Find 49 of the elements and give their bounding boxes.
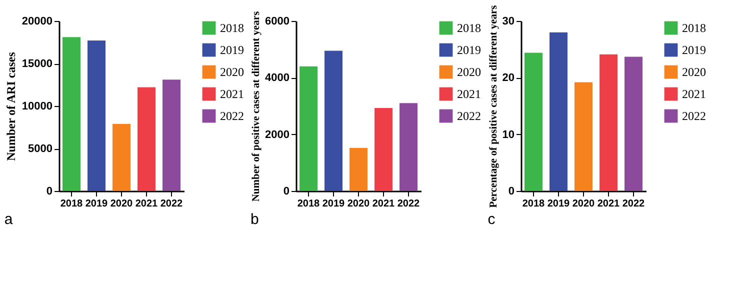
legend-label: 2018 bbox=[682, 21, 706, 35]
text: b bbox=[250, 211, 259, 228]
x-tick-label: 2018 bbox=[60, 198, 84, 210]
y-tick-label: 15000 bbox=[22, 58, 52, 70]
legend-label: 2018 bbox=[457, 21, 481, 35]
legend-label: 2020 bbox=[457, 65, 481, 79]
y-tick-label: 5000 bbox=[28, 143, 52, 155]
y-tick-label: 10000 bbox=[22, 100, 52, 112]
legend-label: 2019 bbox=[457, 43, 481, 57]
y-axis-title: Number of positive cases at different years bbox=[251, 11, 262, 202]
legend-label: 2020 bbox=[682, 65, 706, 79]
x-tick-label: 2022 bbox=[397, 198, 420, 210]
legend-label: 2021 bbox=[220, 87, 244, 101]
legend-label: 2022 bbox=[457, 109, 481, 123]
y-tick-label: 20 bbox=[502, 72, 514, 84]
legend-label: 2022 bbox=[682, 109, 706, 123]
y-tick-label: 30 bbox=[502, 16, 514, 28]
legend-label: 2022 bbox=[220, 109, 244, 123]
x-tick-label: 2018 bbox=[522, 198, 546, 210]
x-tick-label: 2022 bbox=[622, 198, 646, 210]
x-tick-label: 2019 bbox=[322, 198, 346, 210]
legend-label: 2019 bbox=[682, 43, 706, 57]
legend-label: 2019 bbox=[220, 43, 244, 57]
y-axis-title: Percentage of positive cases at different years bbox=[488, 5, 500, 208]
x-tick-label: 2020 bbox=[347, 198, 370, 210]
y-axis-title: Number of ARI cases bbox=[4, 52, 18, 161]
y-tick-label: 20000 bbox=[22, 16, 52, 28]
x-tick-label: 2021 bbox=[597, 198, 620, 210]
text: a bbox=[4, 211, 14, 228]
x-tick-label: 2019 bbox=[547, 198, 570, 210]
x-tick-label: 2022 bbox=[160, 198, 184, 210]
y-tick-label: 10 bbox=[502, 128, 514, 141]
legend-label: 2018 bbox=[220, 21, 244, 35]
legend-label: 2021 bbox=[682, 87, 706, 101]
text: c bbox=[488, 211, 496, 228]
y-tick-label: 0 bbox=[508, 186, 514, 198]
x-tick-label: 2020 bbox=[110, 198, 134, 210]
legend-label: 2021 bbox=[457, 87, 481, 101]
y-tick-label: 4000 bbox=[265, 72, 290, 84]
y-tick-label: 2000 bbox=[265, 128, 290, 141]
x-tick-label: 2019 bbox=[85, 198, 108, 210]
x-tick-label: 2021 bbox=[135, 198, 158, 210]
x-tick-label: 2018 bbox=[297, 198, 320, 210]
x-tick-label: 2021 bbox=[372, 198, 396, 210]
y-tick-label: 0 bbox=[283, 186, 290, 198]
y-tick-label: 6000 bbox=[265, 16, 290, 28]
legend-label: 2020 bbox=[220, 65, 244, 79]
y-tick-label: 0 bbox=[46, 186, 52, 198]
x-tick-label: 2020 bbox=[572, 198, 596, 210]
